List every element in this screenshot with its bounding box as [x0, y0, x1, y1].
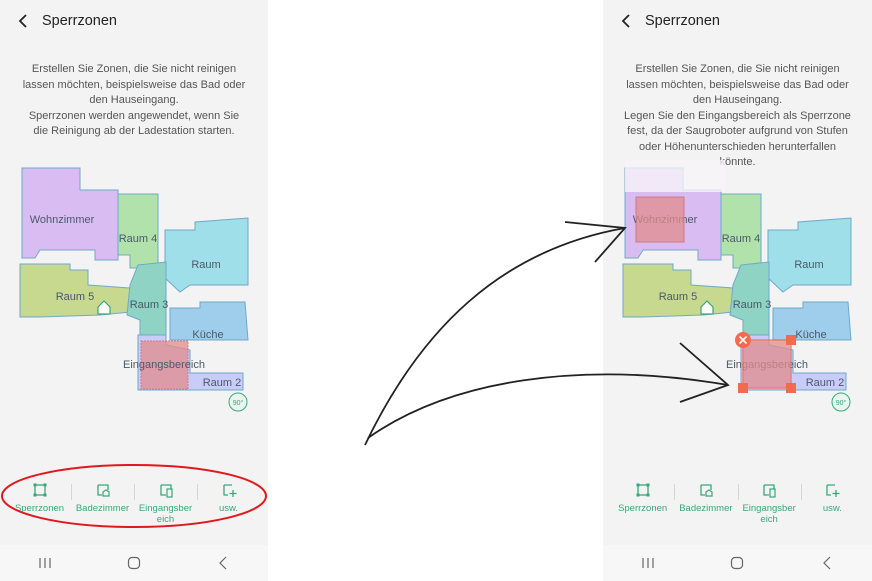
- back-nav-icon[interactable]: [807, 556, 847, 570]
- back-icon[interactable]: [16, 14, 30, 28]
- tool-more[interactable]: usw.: [197, 478, 260, 528]
- description: Erstellen Sie Zonen, die Sie nicht reini…: [22, 63, 246, 137]
- rotate-label: 90°: [836, 399, 847, 407]
- entrance-zone-icon: [763, 484, 776, 498]
- bathroom-zone-icon: [96, 484, 110, 497]
- header: Sperrzonen: [603, 0, 872, 42]
- add-zone-icon: [222, 484, 236, 497]
- room-label: Raum: [794, 259, 823, 271]
- charging-dock-icon: [97, 300, 111, 315]
- rotate-icon: [831, 392, 851, 412]
- room-label: Küche: [795, 329, 826, 341]
- room-label: Raum 4: [722, 233, 761, 245]
- room-label: Raum 3: [733, 299, 772, 311]
- system-nav-bar: [0, 545, 268, 581]
- room-label: Raum: [191, 259, 220, 271]
- tool-badezimmer[interactable]: Badezimmer: [674, 478, 737, 528]
- rotate-icon: [228, 392, 248, 412]
- room-label: Eingangsbereich: [123, 359, 205, 371]
- tool-sperrzonen[interactable]: Sperrzonen: [611, 478, 674, 528]
- add-zone-icon: [826, 484, 840, 497]
- system-nav-bar: [603, 545, 872, 581]
- tool-badezimmer[interactable]: Badezimmer: [71, 478, 134, 528]
- resize-handle: [738, 383, 748, 393]
- no-go-zone-eingangsbereich: [742, 339, 792, 389]
- close-icon: [738, 335, 748, 345]
- rectangle-zone-icon: [636, 483, 650, 497]
- back-nav-icon[interactable]: [203, 556, 243, 570]
- tool-sperrzonen[interactable]: Sperrzonen: [8, 478, 71, 528]
- room-wohnzimmer: [21, 167, 119, 261]
- recent-apps-icon[interactable]: [628, 557, 668, 569]
- room-raum3: [126, 261, 167, 336]
- floor-map[interactable]: Wohnzimmer Raum 4 Raum Raum 5 Raum 3 Küche Rau…: [0, 160, 268, 420]
- right-phone-screen: Sperrzonen Erstellen Sie Zonen, die Sie …: [603, 0, 872, 581]
- room-label: Raum 4: [119, 233, 158, 245]
- arrow-to-wohnzimmer: [364, 227, 626, 446]
- page-title: Sperrzonen: [645, 13, 720, 29]
- home-icon[interactable]: [717, 556, 757, 570]
- map-faded-area: [625, 160, 725, 192]
- back-icon[interactable]: [619, 14, 633, 28]
- recent-apps-icon[interactable]: [25, 557, 65, 569]
- description: Erstellen Sie Zonen, die Sie nicht reini…: [624, 63, 851, 168]
- left-phone-screen: Sperrzonen Erstellen Sie Zonen, die Sie …: [0, 0, 268, 581]
- room-label: Raum 5: [56, 291, 95, 303]
- room-label: Küche: [192, 329, 223, 341]
- room-raum: [164, 217, 249, 293]
- rectangle-zone-icon: [33, 483, 46, 497]
- zone-eingangsbereich: [140, 340, 189, 390]
- room-label: Wohnzimmer: [30, 214, 95, 226]
- tool-more[interactable]: usw.: [800, 478, 864, 528]
- room-label: Raum 2: [203, 377, 242, 389]
- entrance-zone-icon: [159, 484, 173, 498]
- resize-handle: [786, 383, 796, 393]
- page-title: Sperrzonen: [42, 13, 117, 29]
- resize-handle: [786, 335, 796, 345]
- header: Sperrzonen: [0, 0, 268, 42]
- room-label: Raum 3: [130, 299, 169, 311]
- dock-shape: [97, 300, 111, 315]
- dock-shape: [700, 300, 714, 315]
- tool-eingangsbereich[interactable]: Eingangsbereich: [737, 478, 801, 528]
- no-go-zone-wohnzimmer: [635, 196, 685, 243]
- room-label: Raum 5: [659, 291, 698, 303]
- room-kueche: [169, 301, 249, 341]
- room-raum4: [117, 193, 159, 269]
- room-raum4: [720, 193, 762, 269]
- room-raum: [767, 217, 852, 293]
- charging-dock-icon: [700, 300, 714, 315]
- rotate-label: 90°: [233, 399, 244, 407]
- home-icon[interactable]: [114, 556, 154, 570]
- zone-toolbar: Sperrzonen Badezimmer Eingangsbereich us…: [8, 478, 260, 528]
- room-raum3: [729, 261, 770, 336]
- tool-eingangsbereich[interactable]: Eingangsbereich: [134, 478, 197, 528]
- zone-toolbar: Sperrzonen Badezimmer Eingangsbereich us…: [611, 478, 864, 528]
- room-label: Raum 2: [806, 377, 845, 389]
- bathroom-zone-icon: [700, 484, 713, 497]
